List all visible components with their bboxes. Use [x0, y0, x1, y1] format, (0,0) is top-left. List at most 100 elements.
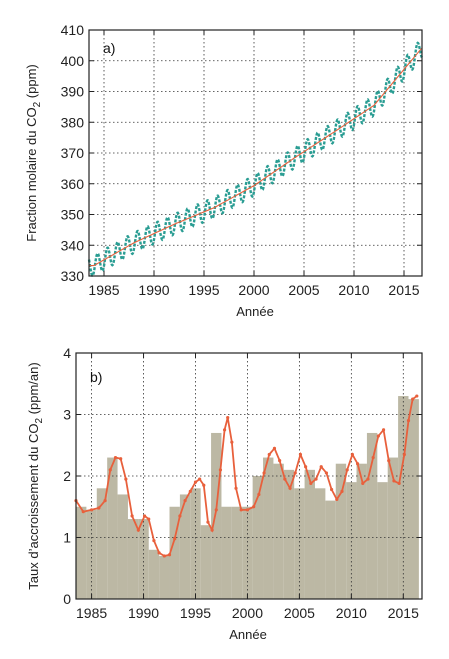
panel-b-curve-point-5: [108, 468, 112, 472]
panel-a-ytick-label-370: 370: [61, 145, 85, 161]
panel-b-bar-2011: [356, 463, 367, 599]
panel-b-curve-point-25: [210, 528, 214, 532]
panel-b-curve-point-50: [335, 497, 339, 501]
panel-b-curve-point-41: [288, 486, 292, 490]
panel-b-curve-point-59: [381, 428, 386, 432]
panel-b-curve-point-21: [193, 480, 198, 484]
panel-b-bar-2014: [387, 457, 399, 599]
panel-b-ytick-label-4: 4: [63, 345, 71, 361]
panel-b-curve-point-48: [324, 471, 329, 475]
panel-b-curve-point-19: [183, 499, 187, 503]
panel-b-curve-point-62: [397, 481, 401, 485]
panel-b-curve-point-13: [152, 538, 156, 543]
panel-b-curve-point-44: [304, 465, 308, 469]
panel-b-bar-2012: [366, 432, 378, 599]
panel-b-curve-point-42: [293, 471, 297, 475]
panel-b-label: b): [90, 369, 102, 385]
panel-b-bar-2003: [273, 463, 284, 599]
panel-b-curve-point-27: [218, 468, 223, 472]
panel-a-ticks: 1985 1990 1995 2000 2005 2010 2015 330 340 350 360…: [61, 22, 422, 298]
panel-b-curve-point-8: [124, 477, 128, 481]
panel-b-xtick-label-2005: 2005: [284, 605, 315, 621]
panel-a-xtick-label-1990: 1990: [138, 282, 169, 298]
panel-b-curve-point-1: [81, 510, 85, 514]
panel-b-bar-2010: [346, 482, 357, 599]
panel-a-ytick-label-340: 340: [61, 237, 85, 253]
panel-b-curve-point-57: [371, 455, 375, 460]
panel-b-curve-point-15: [162, 554, 166, 558]
panel-b-curve-point-20: [188, 489, 192, 493]
panel-a-xlabel: Année: [236, 304, 274, 319]
panel-b-bar-2001: [252, 476, 264, 599]
panel-a-trend-series: [89, 48, 422, 267]
panel-b-curve-point-28: [222, 428, 227, 432]
panel-a-grid: [89, 30, 422, 276]
panel-b-curve-point-22: [198, 477, 202, 481]
panel-b-xtick-label-1985: 1985: [76, 605, 107, 621]
panel-b-curve-point-31: [234, 486, 238, 490]
panel-b-bar-2009: [335, 463, 347, 599]
panel-b-curve-point-30: [230, 440, 234, 444]
panel-b-curve-point-11: [142, 514, 147, 518]
panel-b-ytick-label-3: 3: [63, 407, 71, 423]
panel-b-curve-point-63: [402, 452, 406, 457]
panel-b-bar-1996: [200, 525, 212, 599]
panel-b-bar-2002: [263, 457, 274, 599]
panel-b-grid: [76, 353, 422, 599]
panel-a-xtick-label-2010: 2010: [338, 282, 369, 298]
panel-a-ytick-label-400: 400: [61, 53, 85, 69]
panel-b-curve-point-17: [173, 537, 177, 541]
panel-b-bar-1998: [221, 506, 232, 599]
panel-b-bar-2006: [304, 469, 315, 599]
panel-b-curve-point-7: [119, 457, 123, 461]
panel-b-bar-1999: [231, 506, 243, 599]
panel-a-xtick-label-1995: 1995: [188, 282, 219, 298]
panel-b-bar-2000: [242, 506, 253, 599]
panel-b-chart: 1985 1990 1995 2000 2005 2010 2015 0 1 2 3 4 b) Ann…: [26, 345, 423, 642]
panel-b-xlabel: Année: [229, 627, 267, 642]
panel-b-curve-point-32: [239, 508, 243, 512]
panel-a-ylabel-sub: 2: [32, 101, 43, 107]
panel-b-curve-point-23: [202, 483, 206, 487]
panel-b-xtick-label-2010: 2010: [336, 605, 367, 621]
panel-a-monthly-series: [87, 41, 423, 277]
panel-a-ylabel: Fraction molaire du CO2 (ppm): [24, 64, 43, 242]
panel-b-curve-point-38: [272, 446, 277, 450]
panel-b-curve-point-10: [136, 528, 140, 532]
panel-b-ylabel: Taux d’accroissement du CO2 (ppm/an): [26, 362, 45, 589]
panel-b-ytick-label-0: 0: [63, 591, 71, 607]
panel-b-curve-point-54: [355, 462, 360, 466]
panel-a-label: a): [103, 40, 115, 56]
panel-b-ylabel-sub: 2: [34, 418, 45, 424]
panel-b-ylabel-unit: (ppm/an): [26, 362, 41, 418]
panel-b-curve-point-60: [387, 459, 391, 463]
panel-b-bar-1997: [211, 432, 222, 599]
panel-b-curve-point-37: [267, 452, 271, 457]
panel-b-curve-point-56: [366, 477, 370, 481]
panel-b-curve-point-53: [350, 452, 354, 457]
panel-b-curve-point-18: [178, 514, 182, 518]
panel-b-curve-point-40: [283, 477, 287, 481]
panel-b-curve-point-34: [252, 505, 256, 509]
panel-b-curve-point-14: [157, 551, 161, 555]
panel-b-curve-point-55: [361, 481, 365, 485]
panel-b-xtick-label-1990: 1990: [128, 605, 159, 621]
panel-a-xtick-label-1985: 1985: [88, 282, 119, 298]
panel-b-curve-point-52: [345, 468, 349, 472]
panel-b-curve-point-58: [376, 434, 380, 438]
panel-b-curve-point-64: [406, 419, 411, 423]
panel-b-curve-point-36: [262, 471, 266, 475]
panel-b-curve-point-9: [130, 514, 134, 518]
panel-b-curve: [74, 394, 419, 558]
panel-b-curve-point-49: [330, 487, 334, 492]
panel-b-curve-point-65: [411, 397, 415, 401]
panel-b-bar-2005: [294, 488, 305, 599]
panel-a-ytick-label-360: 360: [61, 176, 85, 192]
panel-b-curve-point-4: [103, 499, 107, 503]
panel-a-ytick-label-410: 410: [61, 22, 85, 38]
panel-b-curve-point-46: [314, 477, 318, 481]
panel-a-ytick-label-330: 330: [61, 268, 85, 284]
panel-b-curve-point-29: [226, 415, 230, 420]
panel-b-bar-2008: [325, 500, 336, 599]
panel-b-curve-point-12: [147, 517, 151, 521]
